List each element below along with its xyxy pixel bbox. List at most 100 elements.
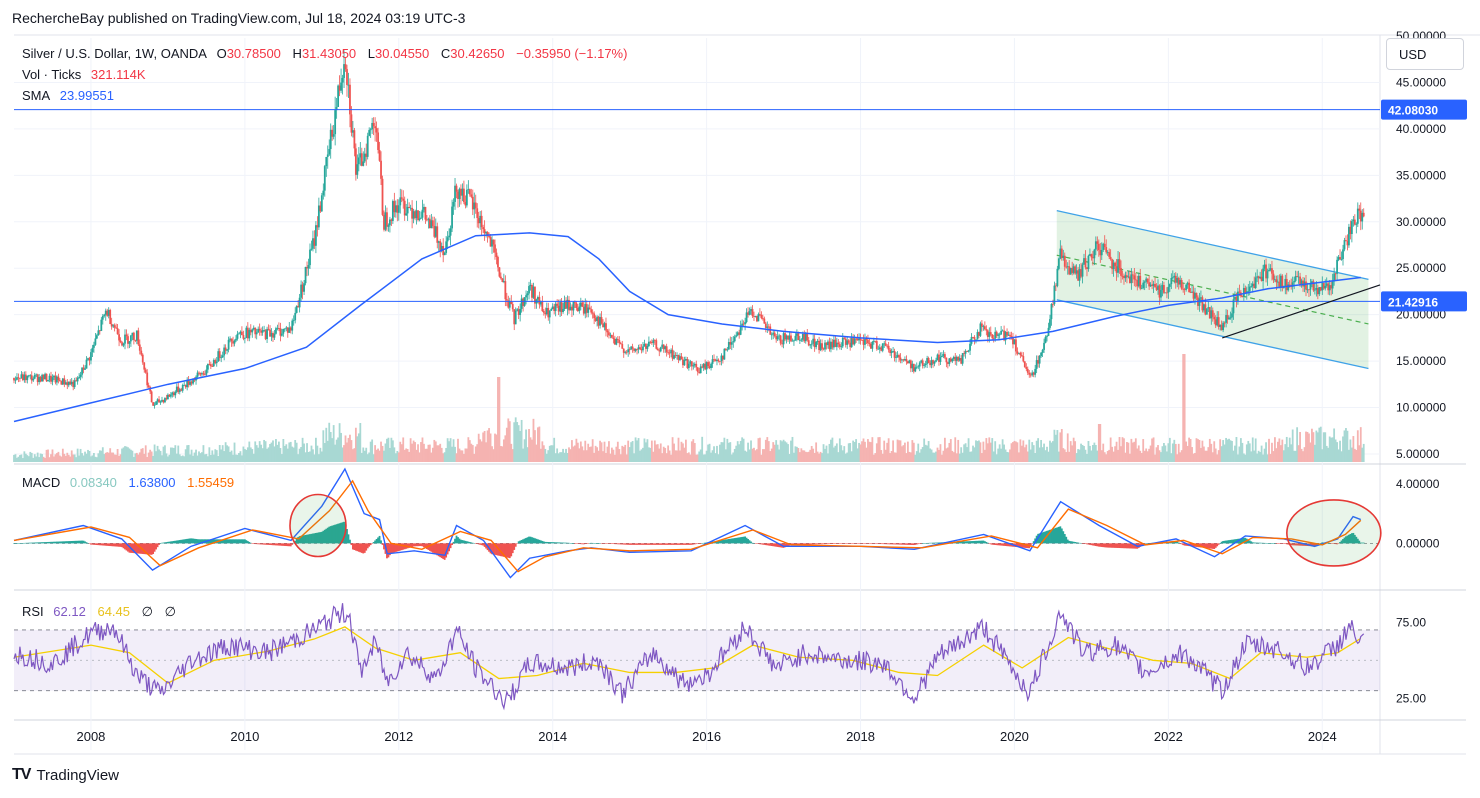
volume-bar [1260,445,1263,462]
macd-histogram-bar [1345,536,1347,544]
candle-body [960,358,963,364]
candle-body [556,303,559,306]
candle-body [196,372,199,377]
candle-body [761,318,764,319]
volume-bar [815,442,818,462]
volume-bar [682,443,684,462]
candle-body [667,352,670,354]
candle-body [514,310,517,325]
macd-histogram-bar [643,543,646,545]
candle-body [708,366,711,369]
candle-body [986,330,989,337]
macd-label[interactable]: MACD [22,475,61,490]
macd-histogram-bar [35,542,38,544]
macd-histogram-bar [810,543,813,545]
candle-body [634,349,637,351]
volume-bar [1096,450,1099,462]
macd-histogram-bar [838,543,841,544]
candle-body [723,348,726,360]
candle-body [1065,266,1068,268]
volume-bar [1134,438,1137,462]
macd-histogram-bar [958,541,961,544]
tradingview-footer[interactable]: TV TradingView [12,766,119,784]
macd-histogram-bar [1179,543,1182,544]
candle-body [1220,324,1223,331]
macd-histogram-bar [865,543,868,544]
candle-body [434,226,437,237]
volume-bar [1056,430,1059,462]
macd-tick-label: 4.00000 [1396,477,1440,491]
volume-bar [1302,451,1304,462]
volume-bar [770,448,773,462]
volume-label[interactable]: Vol · Ticks [22,67,82,82]
macd-histogram-bar [637,543,640,545]
candle-body [585,304,588,313]
candle-body [445,241,448,253]
macd-histogram-bar [625,543,628,545]
volume-bar [695,454,698,462]
macd-histogram-bar [1173,541,1176,544]
candle-body [1031,372,1034,376]
macd-histogram-bar [982,540,985,544]
macd-histogram-bar [1043,531,1045,544]
volume-bar [753,447,755,462]
macd-histogram-bar [338,523,341,544]
currency-button[interactable]: USD [1386,38,1464,70]
volume-bar [1318,427,1321,462]
volume-bar [1250,451,1253,462]
symbol-title[interactable]: Silver / U.S. Dollar, 1W, OANDA [22,46,207,61]
volume-bar [627,440,630,462]
candle-body [569,306,572,311]
macd-histogram-bar [1049,529,1051,544]
macd-histogram-bar [767,543,770,546]
volume-bar [757,438,760,462]
candle-body [408,206,411,208]
macd-histogram-bar [840,543,843,544]
volume-bar [1099,424,1102,462]
macd-histogram-bar [824,543,826,545]
volume-bar [865,447,868,462]
macd-histogram-bar [523,538,526,544]
macd-histogram-bar [98,543,101,546]
volume-bar [347,437,350,462]
volume-bar [772,442,775,462]
sma-label[interactable]: SMA [22,88,51,103]
macd-histogram-bar [144,543,147,555]
macd-histogram-bar [677,543,680,545]
candle-body [1136,280,1139,287]
volume-bar [1328,436,1331,462]
volume-bar [32,457,35,462]
candle-body [331,129,334,137]
candle-body [39,377,42,382]
candle-body [35,374,38,376]
rsi-label[interactable]: RSI [22,604,44,619]
macd-histogram-bar [1346,535,1349,544]
volume-bar [414,442,416,462]
volume-bar [340,432,342,462]
volume-bar [908,451,911,462]
candle-body [1208,307,1211,319]
macd-histogram-bar [454,538,456,544]
candle-body [775,336,778,340]
candle-body [1038,355,1041,364]
macd-histogram-bar [917,543,920,545]
candle-body [1143,281,1146,283]
macd-histogram-bar [190,538,193,544]
volume-bar [437,445,440,462]
candle-body [431,220,434,226]
volume-bar [322,430,325,462]
candle-body [846,340,849,345]
volume-bar [1278,438,1281,462]
candle-body [827,341,829,346]
volume-bar [964,443,967,462]
macd-histogram-bar [245,540,248,544]
candle-body [1361,212,1364,222]
candle-body [1271,268,1273,274]
candle-body [350,114,353,133]
candle-body [402,198,405,201]
macd-histogram-bar [485,543,488,549]
candle-body [698,371,701,374]
macd-histogram-bar [531,537,533,544]
macd-histogram-bar [1040,532,1042,544]
